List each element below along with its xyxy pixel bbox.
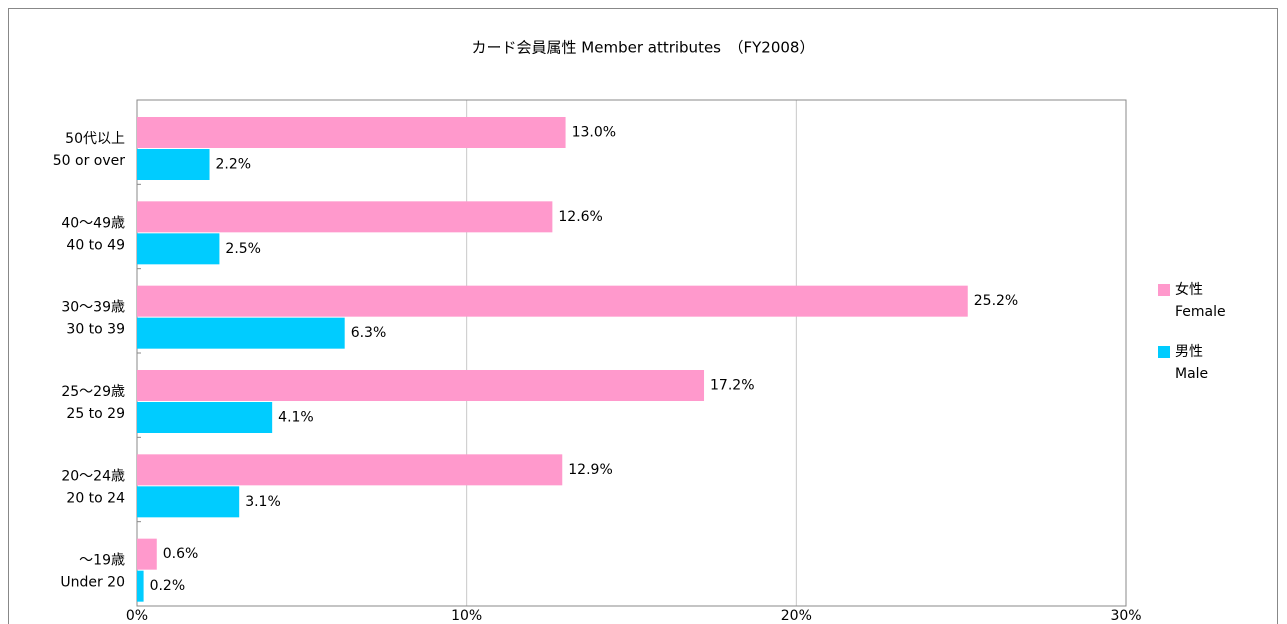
x-tick-label: 20% [781, 608, 812, 624]
value-label: 13.0% [572, 125, 616, 141]
y-tick-label: 20～24歳 20 to 24 [61, 468, 125, 506]
y-tick-label-line: 30 to 39 [66, 322, 125, 338]
bar [137, 370, 705, 401]
chart-title: カード会員属性 Member attributes （FY2008） [472, 39, 815, 57]
bar [137, 570, 144, 602]
value-label: 2.2% [216, 157, 252, 173]
y-tick-label-line: 40 to 49 [66, 237, 125, 253]
bar [137, 149, 210, 180]
y-tick-label-line: 25 to 29 [66, 406, 125, 422]
value-label: 2.5% [225, 241, 261, 257]
legend-label-line: 男性 [1175, 344, 1203, 360]
y-tick-label-line: 20～24歳 [61, 468, 125, 484]
x-tick-label: 10% [451, 608, 482, 624]
y-tick-label-line: 40～49歳 [61, 215, 125, 231]
value-label: 12.9% [568, 462, 612, 478]
y-tick-label: ～19歳 Under 20 [60, 553, 125, 591]
y-tick-label-line: 30～39歳 [61, 300, 125, 316]
bar [137, 402, 273, 433]
y-tick-label-line: Under 20 [60, 575, 125, 591]
bar [137, 317, 345, 349]
legend-label: 男性 Male [1175, 344, 1208, 382]
y-tick-label: 25～29歳 25 to 29 [61, 384, 125, 422]
plot-area [137, 100, 1126, 606]
y-tick-label-line: ～19歳 [79, 553, 125, 569]
value-label: 0.2% [150, 578, 186, 594]
value-label: 0.6% [163, 546, 199, 562]
bar [137, 117, 566, 148]
y-tick-label: 50代以上 50 or over [53, 131, 126, 169]
y-tick-label: 30～39歳 30 to 39 [61, 300, 125, 338]
bar [137, 454, 563, 486]
y-tick-label-line: 20 to 24 [66, 490, 125, 506]
value-label: 12.6% [558, 209, 602, 225]
chart-border [8, 8, 1278, 624]
legend-swatch [1158, 346, 1170, 358]
bar [137, 486, 240, 518]
bar [137, 201, 553, 233]
bar [137, 285, 968, 317]
y-tick-label-line: 25～29歳 [61, 384, 125, 400]
legend-label-line: Male [1175, 366, 1208, 382]
value-label: 3.1% [245, 494, 281, 510]
legend-label: 女性 Female [1175, 281, 1226, 320]
legend-label-line: Female [1175, 304, 1226, 320]
bar [137, 233, 220, 265]
value-label: 4.1% [278, 410, 314, 426]
y-tick-label-line: 50代以上 [65, 131, 125, 147]
value-label: 17.2% [710, 378, 754, 394]
value-label: 25.2% [974, 293, 1018, 309]
x-tick-label: 30% [1110, 608, 1141, 624]
bar [137, 538, 157, 570]
y-tick-label: 40～49歳 40 to 49 [61, 215, 125, 253]
legend-label-line: 女性 [1175, 281, 1203, 298]
value-label: 6.3% [351, 325, 387, 341]
x-tick-label: 0% [126, 608, 148, 624]
y-tick-label-line: 50 or over [53, 153, 126, 169]
legend-swatch [1158, 284, 1170, 296]
